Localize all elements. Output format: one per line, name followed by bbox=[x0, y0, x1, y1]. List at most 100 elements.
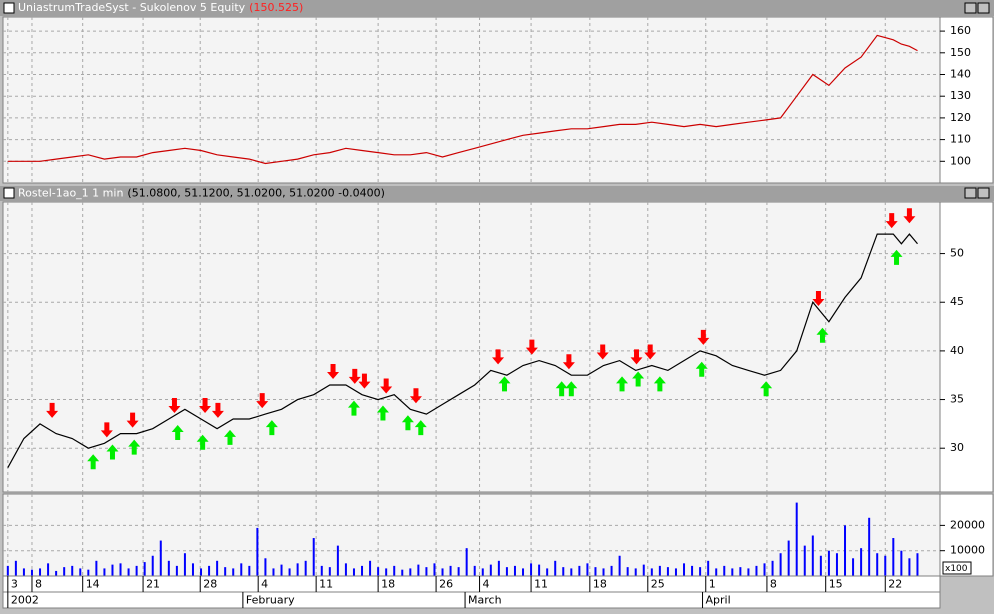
volume-bar bbox=[811, 535, 814, 576]
sell-arrow bbox=[126, 412, 139, 428]
x-tick-label: 11 bbox=[534, 578, 548, 591]
buy-arrow bbox=[816, 327, 829, 343]
price-ohlc: (51.0800, 51.1200, 51.0200, 51.0200 -0.0… bbox=[127, 187, 384, 200]
y-tick-label: 150 bbox=[950, 46, 971, 59]
volume-bar bbox=[224, 567, 227, 576]
sell-arrow bbox=[348, 368, 361, 384]
volume-bar bbox=[650, 568, 653, 576]
volume-bar bbox=[272, 568, 275, 576]
volume-bar bbox=[143, 562, 146, 576]
maximize-button[interactable] bbox=[964, 2, 977, 14]
volume-bar bbox=[175, 565, 178, 576]
volume-bar bbox=[151, 555, 154, 576]
pane-title: UniastrumTradeSyst - Sukolenov 5 Equity(… bbox=[18, 1, 303, 14]
scale-label: x100 bbox=[945, 564, 968, 574]
x-tick-label: 14 bbox=[86, 578, 100, 591]
volume-bar bbox=[634, 568, 637, 576]
volume-bar bbox=[626, 567, 629, 576]
volume-bar bbox=[393, 565, 396, 576]
volume-bar bbox=[505, 567, 508, 576]
volume-bar bbox=[135, 565, 138, 576]
close-button[interactable] bbox=[977, 187, 990, 199]
buy-arrow bbox=[616, 376, 629, 392]
volume-bar bbox=[795, 502, 798, 576]
x-tick-label: 25 bbox=[651, 578, 665, 591]
volume-bar bbox=[666, 567, 669, 576]
buy-arrow bbox=[760, 381, 773, 397]
buy-arrow bbox=[414, 420, 427, 436]
value-axis bbox=[939, 16, 994, 184]
volume-bar bbox=[47, 563, 50, 576]
volume-bar bbox=[835, 553, 838, 576]
pane-icon bbox=[3, 187, 15, 199]
buy-arrow bbox=[171, 425, 184, 441]
volume-bar bbox=[433, 563, 436, 576]
volume-bar bbox=[594, 567, 597, 576]
volume-bar bbox=[441, 568, 444, 576]
buy-arrow bbox=[653, 376, 666, 392]
y-tick-label: 20000 bbox=[950, 518, 985, 531]
volume-bar bbox=[763, 563, 766, 576]
volume-bar bbox=[409, 568, 412, 576]
volume-bar bbox=[787, 540, 790, 576]
volume-bar bbox=[610, 565, 613, 576]
volume-bar bbox=[63, 567, 66, 576]
volume-bar bbox=[127, 568, 130, 576]
y-tick-label: 35 bbox=[950, 393, 964, 406]
volume-bar bbox=[642, 564, 645, 576]
volume-bar bbox=[513, 565, 516, 576]
x-tick-label: 28 bbox=[203, 578, 217, 591]
volume-bar bbox=[288, 568, 291, 576]
equity-value: (150.525) bbox=[249, 1, 303, 14]
volume-bar bbox=[377, 567, 380, 576]
y-tick-label: 140 bbox=[950, 68, 971, 81]
volume-bar bbox=[683, 563, 686, 576]
value-axis bbox=[939, 201, 994, 493]
volume-bar bbox=[336, 545, 339, 576]
volume-bar bbox=[570, 568, 573, 576]
sell-arrow bbox=[46, 402, 59, 418]
pane-header bbox=[0, 0, 994, 16]
y-tick-label: 30 bbox=[950, 441, 964, 454]
volume-bar bbox=[771, 560, 774, 576]
volume-bar bbox=[473, 565, 476, 576]
volume-bar bbox=[844, 525, 847, 576]
volume-bar bbox=[111, 564, 114, 576]
volume-bar bbox=[55, 570, 58, 576]
volume-bar bbox=[602, 568, 605, 576]
x-tick-label: 3 bbox=[11, 578, 18, 591]
volume-bar bbox=[707, 560, 710, 576]
y-tick-label: 130 bbox=[950, 89, 971, 102]
x-tick-label: 22 bbox=[888, 578, 902, 591]
buy-arrow bbox=[498, 376, 511, 392]
volume-bar bbox=[159, 540, 162, 576]
sell-arrow bbox=[596, 344, 609, 360]
plot-layer: 100 110 120 130 140 150 160 30 35 40 45 50 10000 2000… bbox=[2, 16, 994, 609]
sell-arrow bbox=[697, 329, 710, 345]
x-tick-label: 21 bbox=[146, 578, 160, 591]
volume-bar bbox=[658, 565, 661, 576]
sell-arrow bbox=[644, 344, 657, 360]
buy-arrow bbox=[106, 444, 119, 460]
volume-bar bbox=[248, 565, 251, 576]
maximize-button[interactable] bbox=[964, 187, 977, 199]
sell-arrow bbox=[562, 354, 575, 370]
buy-arrow bbox=[695, 361, 708, 377]
volume-bar bbox=[530, 563, 533, 576]
close-button[interactable] bbox=[977, 2, 990, 14]
volume-bar bbox=[30, 569, 33, 576]
price-line bbox=[7, 34, 918, 165]
volume-bar bbox=[264, 558, 267, 576]
volume-bar bbox=[320, 565, 323, 576]
plot-area bbox=[2, 16, 941, 184]
month-label: April bbox=[706, 594, 731, 607]
volume-bar bbox=[618, 555, 621, 576]
volume-bar bbox=[369, 560, 372, 576]
volume-bar bbox=[747, 568, 750, 576]
sell-arrow bbox=[885, 213, 898, 229]
y-tick-label: 10000 bbox=[950, 544, 985, 557]
volume-bar bbox=[417, 564, 420, 576]
x-tick-label: 8 bbox=[770, 578, 777, 591]
sell-arrow bbox=[409, 388, 422, 404]
volume-bar bbox=[731, 568, 734, 576]
